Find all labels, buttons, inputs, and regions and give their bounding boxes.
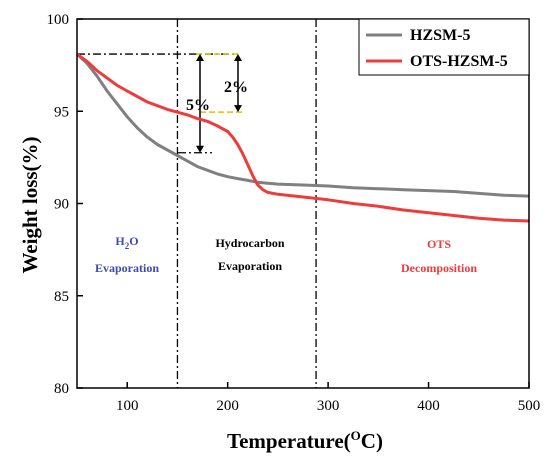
region-hydrocarbon-label: Hydrocarbon bbox=[215, 236, 284, 250]
y-axis-title: Weight loss(%) bbox=[18, 136, 42, 273]
y-tick-label: 95 bbox=[54, 104, 69, 120]
series-line-hzsm-5 bbox=[75, 52, 530, 198]
legend: HZSM-5 OTS-HZSM-5 bbox=[358, 18, 530, 76]
region-hydrocarbon-evaporation-label: Evaporation bbox=[218, 259, 282, 273]
y-tick-label: 90 bbox=[54, 197, 69, 213]
legend-label-hzsm5: HZSM-5 bbox=[410, 27, 470, 44]
y-tick-label: 100 bbox=[47, 12, 70, 28]
x-tick-label: 400 bbox=[417, 398, 440, 414]
y-tick-label: 85 bbox=[54, 289, 69, 305]
arrow-5pct-head-down bbox=[196, 145, 204, 153]
ticks-layer: 100 200 300 400 500 80 85 90 95 100 bbox=[47, 12, 541, 414]
x-axis-title: Temperature(OC) bbox=[227, 428, 383, 453]
series-line-ots-hzsm-5 bbox=[76, 52, 530, 223]
loss-2pct-label: 2% bbox=[224, 79, 248, 96]
x-tick-label: 200 bbox=[216, 398, 239, 414]
legend-label-ots-hzsm5: OTS-HZSM-5 bbox=[410, 53, 508, 70]
x-tick-label: 100 bbox=[116, 398, 139, 414]
arrow-5pct-head-up bbox=[196, 54, 204, 62]
x-tick-label: 300 bbox=[317, 398, 340, 414]
annotation-lines bbox=[77, 19, 317, 388]
legend-box bbox=[358, 18, 530, 76]
region-h2o-evaporation-label: Evaporation bbox=[95, 261, 159, 275]
arrow-2pct-head-up bbox=[234, 54, 242, 62]
region-ots-decomposition-label: Decomposition bbox=[401, 261, 477, 275]
x-tick-label: 500 bbox=[518, 398, 541, 414]
region-h2o-label: H2O bbox=[115, 234, 138, 251]
arrow-2pct-head-down bbox=[234, 105, 242, 113]
series-layer bbox=[75, 52, 530, 223]
loss-5pct-label: 5% bbox=[186, 97, 210, 114]
y-tick-label: 80 bbox=[54, 381, 69, 397]
region-ots-label: OTS bbox=[427, 237, 451, 251]
